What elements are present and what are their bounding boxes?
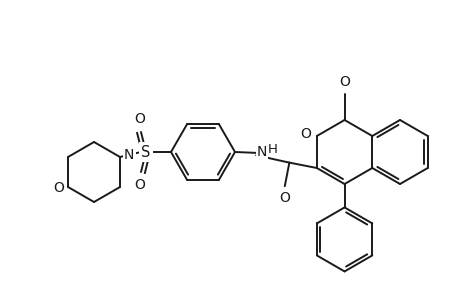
Text: O: O <box>134 178 145 192</box>
Text: O: O <box>53 181 64 195</box>
Text: O: O <box>134 112 145 126</box>
Text: O: O <box>338 75 349 89</box>
Text: H: H <box>268 143 277 156</box>
Text: S: S <box>141 145 151 160</box>
Text: O: O <box>299 127 310 141</box>
Text: N: N <box>124 148 134 162</box>
Text: N: N <box>257 145 267 159</box>
Text: O: O <box>279 191 290 205</box>
